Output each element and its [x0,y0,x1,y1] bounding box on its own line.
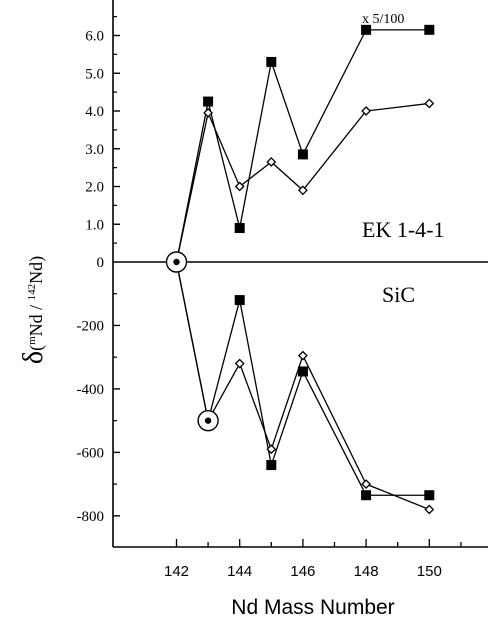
y-tick-label-bottom: -200 [77,318,105,334]
series [165,24,435,515]
normalization-marker-dot [173,258,180,266]
point-square-top [234,223,245,234]
point-square-top [361,24,372,35]
panel-label-top: EK 1-4-1 [362,217,444,242]
point-square-top [266,56,277,67]
x-tick-label: 150 [417,563,442,580]
y-tick-label-bottom: -600 [77,445,105,461]
y-label-open: ( [26,345,47,351]
point-diamond-bottom [424,504,435,515]
y-label-delta: δ [18,351,49,364]
point-diamond-top [361,106,372,116]
y-tick-label-bottom: -400 [77,382,105,398]
x-tick-label: 142 [164,563,189,580]
point-square-bottom [424,490,435,501]
y-tick-label-bottom: -800 [77,509,105,525]
y-tick-label-top: 5.0 [85,66,104,82]
point-square-top [297,149,308,160]
normalization-marker-dot [204,417,212,424]
point-diamond-bottom [297,350,308,361]
x-tick-label: 148 [354,563,379,580]
x-axis-label: Nd Mass Number [231,596,394,619]
svg-text:δ(mNd / 142Nd): δ(mNd / 142Nd) [18,256,49,364]
x-tick-label: 144 [227,563,252,580]
y-axis-label: δ(mNd / 142Nd) [18,256,49,364]
point-diamond-top [203,107,214,118]
y-label-close: Nd) [26,256,47,284]
x-tick-label: 146 [290,563,315,580]
point-square-bottom [297,366,308,377]
scale-annotation: x 5/100 [362,12,404,27]
point-square-top [424,24,435,35]
point-diamond-top [266,157,277,167]
y-tick-label-top: 6.0 [85,29,104,45]
y-tick-label-top: 3.0 [85,142,104,158]
point-diamond-bottom [361,479,372,490]
point-diamond-top [234,181,245,192]
axes [112,0,488,548]
point-square-bottom [266,460,277,471]
point-square-top [203,96,214,107]
ticks: 0 1.0 2.0 3.0 4.0 5.0 6.0 -200 -400 -600 -800 142 14… [77,16,462,580]
point-diamond-bottom [234,358,245,369]
point-diamond-top [424,98,435,109]
y-label-mid: Nd / [26,300,46,336]
y-tick-label-top: 0 [97,255,105,271]
point-diamond-bottom [266,444,277,455]
y-tick-label-top: 4.0 [85,104,104,120]
panel-label-bottom: SiC [382,282,415,307]
y-label-sup-m: m [26,336,38,345]
point-square-bottom [234,295,245,306]
y-label-sup-142: 142 [26,284,38,301]
y-tick-label-top: 2.0 [85,180,104,196]
y-tick-label-top: 1.0 [85,217,104,233]
point-square-bottom [361,490,372,501]
point-diamond-top [297,185,308,196]
